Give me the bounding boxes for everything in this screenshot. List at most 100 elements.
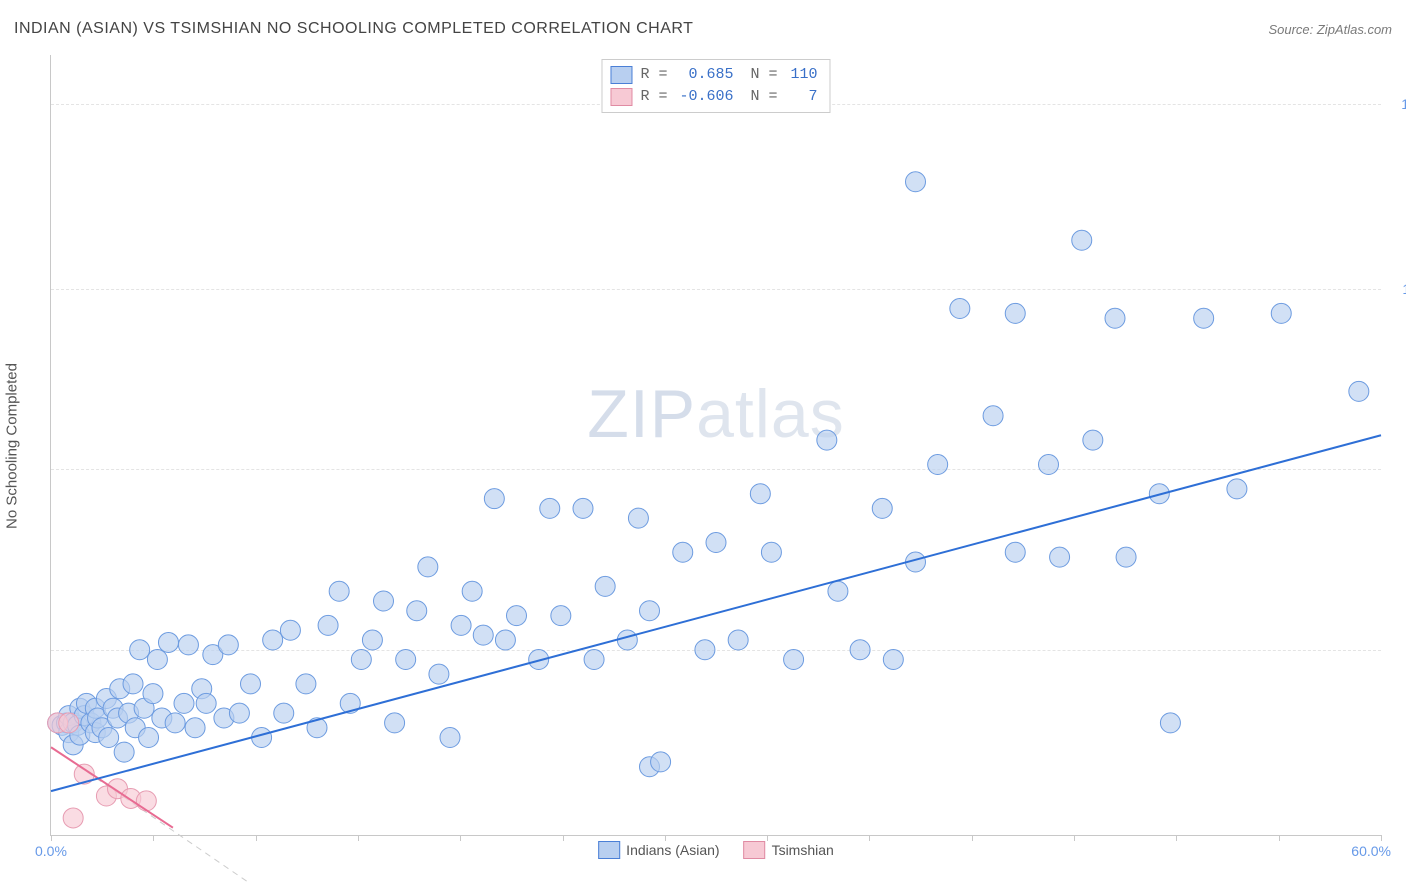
data-point: [950, 299, 970, 319]
data-point: [651, 752, 671, 772]
data-point: [229, 703, 249, 723]
x-tick: [869, 835, 870, 841]
x-tick: [358, 835, 359, 841]
data-point: [1194, 308, 1214, 328]
legend-correlation: R = 0.685 N = 110 R = -0.606 N = 7: [601, 59, 830, 113]
x-tick: [460, 835, 461, 841]
legend-series: Indians (Asian) Tsimshian: [598, 841, 834, 859]
legend-item-tsimshian: Tsimshian: [744, 841, 834, 859]
data-point: [59, 713, 79, 733]
data-point: [147, 650, 167, 670]
data-point: [418, 557, 438, 577]
y-tick-label: 15.0%: [1386, 96, 1406, 112]
swatch-blue: [598, 841, 620, 859]
data-point: [362, 630, 382, 650]
x-tick: [972, 835, 973, 841]
data-point: [640, 601, 660, 621]
data-point: [1116, 547, 1136, 567]
y-tick-label: 3.8%: [1386, 642, 1406, 658]
data-point: [928, 455, 948, 475]
data-point: [429, 664, 449, 684]
data-point: [296, 674, 316, 694]
data-point: [1227, 479, 1247, 499]
data-point: [473, 625, 493, 645]
y-axis-title: No Schooling Completed: [4, 363, 21, 529]
data-point: [507, 606, 527, 626]
legend-row-pink: R = -0.606 N = 7: [610, 86, 817, 108]
swatch-pink: [610, 88, 632, 106]
data-point: [374, 591, 394, 611]
data-point: [1072, 230, 1092, 250]
data-point: [728, 630, 748, 650]
swatch-blue: [610, 66, 632, 84]
data-point: [241, 674, 261, 694]
x-tick: [1176, 835, 1177, 841]
data-point: [1005, 542, 1025, 562]
data-point: [196, 693, 216, 713]
data-point: [551, 606, 571, 626]
data-point: [274, 703, 294, 723]
x-tick: [1074, 835, 1075, 841]
source-attribution: Source: ZipAtlas.com: [1268, 22, 1392, 37]
data-point: [673, 542, 693, 562]
data-point: [218, 635, 238, 655]
swatch-pink: [744, 841, 766, 859]
data-point: [750, 484, 770, 504]
data-point: [63, 808, 83, 828]
x-tick: [153, 835, 154, 841]
data-point: [329, 581, 349, 601]
data-point: [440, 728, 460, 748]
data-point: [318, 615, 338, 635]
data-point: [573, 498, 593, 518]
data-point: [1271, 303, 1291, 323]
data-point: [385, 713, 405, 733]
data-point: [883, 650, 903, 670]
x-axis-max-label: 60.0%: [1351, 843, 1391, 859]
data-point: [1005, 303, 1025, 323]
x-tick: [256, 835, 257, 841]
data-point: [451, 615, 471, 635]
data-point: [158, 632, 178, 652]
data-point: [1039, 455, 1059, 475]
data-point: [983, 406, 1003, 426]
data-point: [185, 718, 205, 738]
data-point: [136, 791, 156, 811]
data-point: [828, 581, 848, 601]
data-point: [695, 640, 715, 660]
data-point: [817, 430, 837, 450]
x-axis-min-label: 0.0%: [35, 843, 67, 859]
data-point: [1105, 308, 1125, 328]
legend-row-blue: R = 0.685 N = 110: [610, 64, 817, 86]
data-point: [1160, 713, 1180, 733]
data-point: [174, 693, 194, 713]
data-point: [495, 630, 515, 650]
data-point: [143, 684, 163, 704]
legend-item-indians: Indians (Asian): [598, 841, 719, 859]
data-point: [584, 650, 604, 670]
data-point: [178, 635, 198, 655]
data-point: [462, 581, 482, 601]
x-tick: [1279, 835, 1280, 841]
scatter-chart: [51, 55, 1381, 835]
data-point: [872, 498, 892, 518]
x-tick: [1381, 835, 1382, 841]
data-point: [484, 489, 504, 509]
data-point: [906, 172, 926, 192]
data-point: [784, 650, 804, 670]
data-point: [407, 601, 427, 621]
chart-title: INDIAN (ASIAN) VS TSIMSHIAN NO SCHOOLING…: [14, 20, 693, 37]
x-tick: [563, 835, 564, 841]
plot-area: ZIPatlas 3.8%7.5%11.2%15.0% R = 0.685 N …: [50, 55, 1381, 836]
trend-line: [51, 435, 1381, 791]
data-point: [1083, 430, 1103, 450]
data-point: [351, 650, 371, 670]
data-point: [130, 640, 150, 660]
data-point: [1349, 381, 1369, 401]
data-point: [1050, 547, 1070, 567]
data-point: [617, 630, 637, 650]
y-tick-label: 11.2%: [1386, 281, 1406, 297]
data-point: [123, 674, 143, 694]
data-point: [139, 728, 159, 748]
data-point: [761, 542, 781, 562]
y-tick-label: 7.5%: [1386, 461, 1406, 477]
